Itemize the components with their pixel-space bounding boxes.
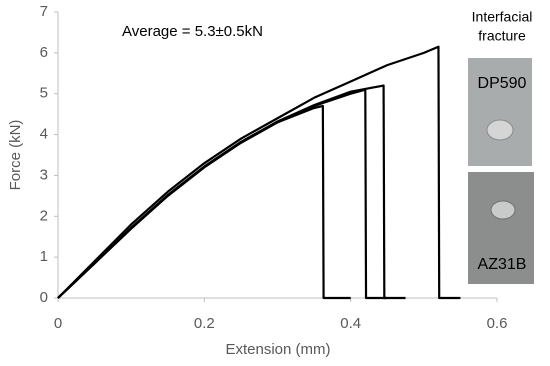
x-tick-label: 0.2 (194, 315, 215, 332)
x-tick-label: 0.6 (487, 315, 508, 332)
weld-spot (486, 119, 514, 141)
y-tick-label: 6 (40, 44, 48, 61)
y-tick-label: 0 (40, 289, 48, 306)
specimen-photo (468, 58, 532, 166)
force-curve (57, 104, 351, 300)
force-curve (57, 84, 406, 300)
annotation: fracture (478, 28, 526, 44)
force-curve (57, 45, 461, 300)
y-tick-label: 7 (40, 3, 48, 20)
y-tick-label: 4 (40, 126, 48, 143)
force-curve (57, 88, 388, 300)
y-tick-label: 3 (40, 166, 48, 183)
specimen-photo (468, 172, 534, 284)
annotation: Interfacial (472, 9, 533, 25)
annotation: Average = 5.3±0.5kN (122, 23, 263, 40)
y-axis-label: Force (kN) (7, 120, 24, 191)
x-tick-label: 0 (54, 315, 62, 332)
annotation: DP590 (478, 75, 527, 92)
y-tick-label: 2 (40, 207, 48, 224)
x-axis-label: Extension (mm) (225, 341, 330, 358)
weld-spot (490, 200, 516, 220)
x-tick-label: 0.4 (340, 315, 361, 332)
annotation: AZ31B (478, 256, 527, 273)
y-tick-label: 5 (40, 85, 48, 102)
y-tick-label: 1 (40, 248, 48, 265)
